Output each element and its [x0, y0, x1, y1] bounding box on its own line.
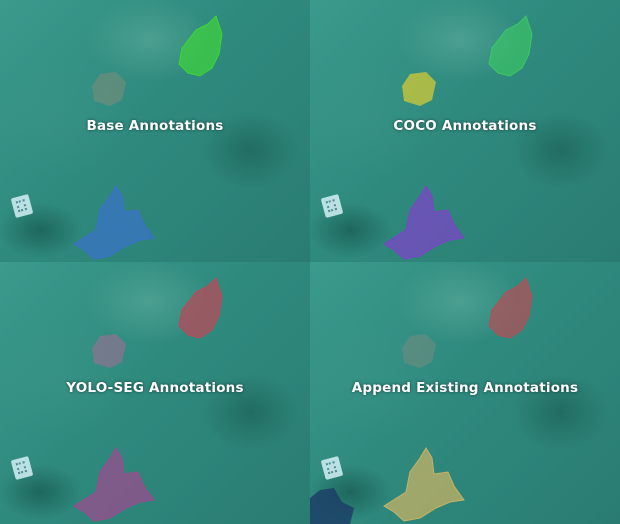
panel-title: COCO Annotations	[393, 118, 537, 134]
coral-mask-top	[488, 15, 533, 77]
panel-yolo-seg-annotations: YOLO-SEG Annotations	[0, 262, 310, 524]
rock-mask-small	[402, 72, 436, 106]
panel-title: Base Annotations	[86, 118, 224, 134]
seafloor-image	[73, 277, 223, 522]
coral-mask-bottom	[73, 185, 155, 260]
coral-mask-top	[178, 15, 223, 77]
seafloor-image	[310, 277, 533, 524]
panel-coco-annotations: COCO Annotations	[310, 0, 620, 262]
coral-mask-top	[178, 277, 223, 339]
coral-mask-extra	[310, 488, 354, 524]
seafloor-image	[383, 15, 533, 260]
rock-mask-small	[402, 334, 436, 368]
panel-append-existing-annotations: Append Existing Annotations	[310, 262, 620, 524]
coral-mask-bottom	[383, 185, 465, 260]
panel-title: YOLO-SEG Annotations	[66, 380, 244, 396]
panel-base-annotations: Base Annotations	[0, 0, 310, 262]
rock-mask-small	[92, 334, 126, 368]
coral-mask-top	[488, 277, 533, 339]
coral-mask-bottom	[383, 447, 465, 522]
seafloor-image	[73, 15, 223, 260]
panel-title: Append Existing Annotations	[351, 380, 579, 396]
rock-mask-small	[92, 72, 126, 106]
coral-mask-bottom	[73, 447, 155, 522]
